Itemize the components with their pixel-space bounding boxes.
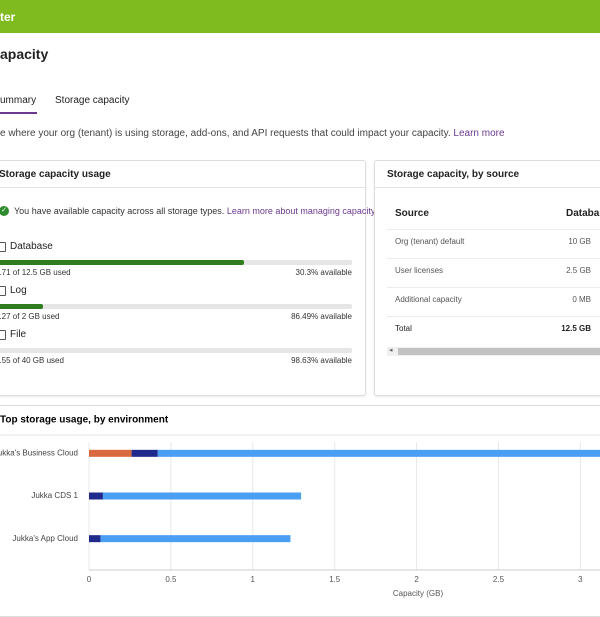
message: You have available capacity across all s… xyxy=(14,206,225,216)
status-message: You have available capacity across all s… xyxy=(14,206,377,216)
app-title: ter xyxy=(0,10,16,24)
x-tick-label: 0 xyxy=(87,575,92,584)
row-divider xyxy=(387,229,600,230)
divider xyxy=(0,187,365,188)
chart-title: Top storage usage, by environment xyxy=(0,415,169,426)
bar-segment xyxy=(100,535,291,543)
x-tick-label: 3 xyxy=(578,575,583,584)
row-divider xyxy=(387,287,600,288)
source-value: 2.5 GB xyxy=(566,266,591,275)
x-tick-label: 0.5 xyxy=(165,575,177,584)
x-tick-label: 2 xyxy=(414,575,419,584)
chart: Top storage usage, by environment Capaci… xyxy=(0,415,600,598)
column-header: Databas xyxy=(566,208,600,219)
usage-text: 8.71 of 12.5 GB used xyxy=(0,268,71,277)
x-tick-label: 2.5 xyxy=(493,575,505,584)
usage-text: 0.55 of 40 GB used xyxy=(0,356,64,365)
source-value: 0 MB xyxy=(572,295,591,304)
storage-usage-card xyxy=(0,160,366,396)
progress-bar xyxy=(0,260,244,265)
check-icon: ✓ xyxy=(0,206,9,216)
item-label: Log xyxy=(10,285,27,296)
scroll-thumb[interactable] xyxy=(398,348,600,355)
link[interactable]: Learn more about managing capacity. xyxy=(226,206,378,216)
description: e where your org (tenant) is using stora… xyxy=(0,128,505,139)
source-value: 10 GB xyxy=(568,237,591,246)
available-text: 86.49% available xyxy=(291,312,352,321)
scroll-arrow[interactable]: ◂ xyxy=(389,347,393,354)
chart-card xyxy=(0,405,600,617)
page-title: apacity xyxy=(0,46,49,62)
item-icon xyxy=(0,242,6,252)
usage-text: 0.27 of 2 GB used xyxy=(0,312,60,321)
top-bar xyxy=(0,0,600,33)
x-tick-label: 1.5 xyxy=(329,575,341,584)
bar-segment xyxy=(102,492,302,500)
tab[interactable]: Storage capacity xyxy=(55,95,130,106)
source-name: Total xyxy=(395,324,412,333)
row-divider xyxy=(387,258,600,259)
y-tick-label: Jukka's App Cloud xyxy=(12,534,78,543)
item-label: File xyxy=(10,329,27,340)
source-value: 12.5 GB xyxy=(561,324,591,333)
available-text: 30.3% available xyxy=(295,268,352,277)
progress-bar xyxy=(0,304,44,309)
item-icon xyxy=(0,330,6,340)
progress-track xyxy=(0,348,352,353)
column-header: Source xyxy=(395,208,429,219)
bar-segment xyxy=(89,449,132,457)
item-icon xyxy=(0,286,6,296)
bar-segment xyxy=(89,535,101,543)
bar-segment xyxy=(131,449,158,457)
source-name: Additional capacity xyxy=(395,295,462,304)
tab[interactable]: ummary xyxy=(0,95,37,106)
x-tick-label: 1 xyxy=(251,575,256,584)
bar-segment xyxy=(89,492,103,500)
available-text: 98.63% available xyxy=(291,356,352,365)
by-source-card xyxy=(374,160,600,396)
row-divider xyxy=(387,316,600,317)
item-label: Database xyxy=(10,241,53,252)
description-text: e where your org (tenant) is using stora… xyxy=(0,128,451,139)
tab-underline xyxy=(0,112,37,114)
bar-segment xyxy=(157,449,600,457)
source-name: User licenses xyxy=(395,266,444,275)
progress-track xyxy=(0,304,352,309)
source-name: Org (tenant) default xyxy=(395,237,465,246)
link[interactable]: Learn more xyxy=(453,128,505,139)
card-title: Storage capacity, by source xyxy=(387,169,520,180)
card-title: Storage capacity usage xyxy=(0,169,111,180)
divider xyxy=(375,187,600,188)
bars xyxy=(89,449,600,543)
axis-title: Capacity (GB) xyxy=(393,589,444,598)
y-tick-label: Jukka CDS 1 xyxy=(31,491,78,500)
y-tick-label: Jukka's Business Cloud xyxy=(0,448,78,457)
